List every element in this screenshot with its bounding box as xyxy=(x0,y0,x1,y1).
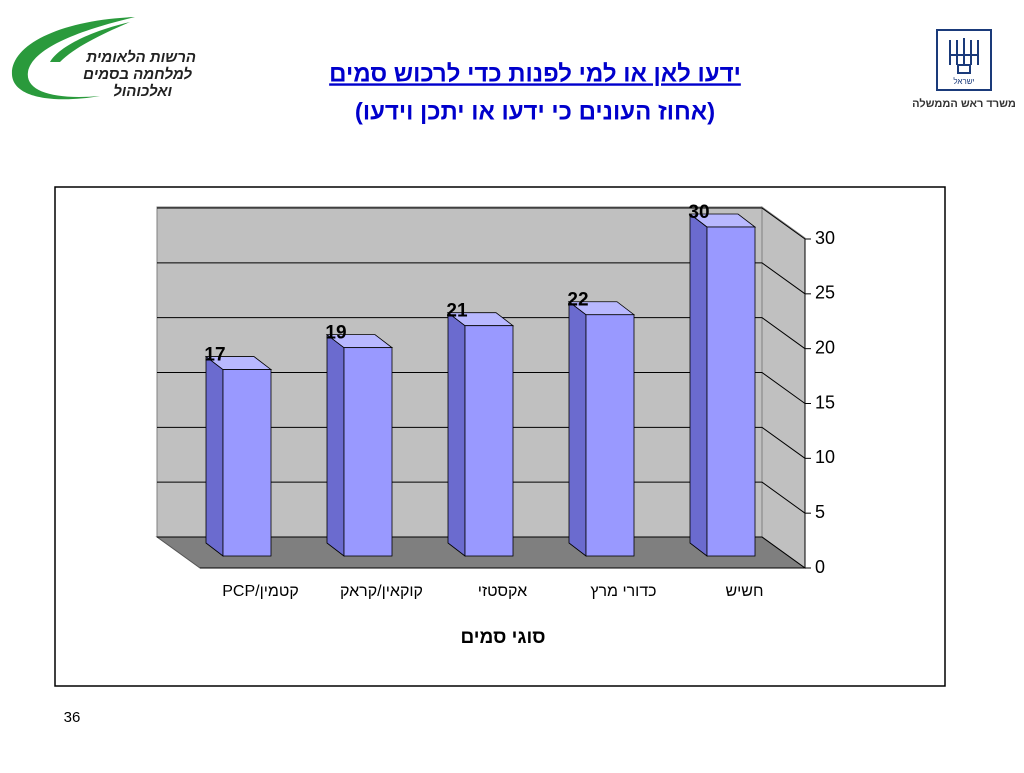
y-tick-label: 0 xyxy=(815,557,825,577)
bar xyxy=(464,325,514,557)
emblem-text: ישראל xyxy=(953,77,974,86)
bar xyxy=(343,347,393,557)
plot: 0 5 10 15 20 25 30 17 קטמין/PCP 19 קוקאין/קראק 21 אק… xyxy=(155,202,835,600)
value-label: 30 xyxy=(688,202,709,223)
y-tick-label: 25 xyxy=(815,283,835,303)
x-axis-label: סוגי סמים xyxy=(460,627,545,648)
x-tick-label: קטמין/PCP xyxy=(222,583,299,600)
bar-side xyxy=(326,333,345,557)
logo-swoosh xyxy=(11,17,135,100)
grid-line xyxy=(157,262,806,295)
value-label: 22 xyxy=(567,290,588,311)
value-label: 17 xyxy=(204,345,225,366)
grid-line xyxy=(157,317,806,350)
grid-line xyxy=(157,207,806,240)
bar xyxy=(706,226,756,557)
emblem-menorah xyxy=(949,38,979,74)
value-label: 19 xyxy=(325,323,346,344)
x-tick-label: אקסטזי xyxy=(478,583,527,600)
y-tick-label: 5 xyxy=(815,502,825,522)
y-tick-label: 20 xyxy=(815,337,835,357)
logo-text: הרשות הלאומית xyxy=(85,49,196,66)
y-tick-label: 30 xyxy=(815,228,835,248)
bar-side xyxy=(568,300,587,557)
bar xyxy=(585,314,635,557)
bar-side xyxy=(689,213,708,557)
y-tick-label: 15 xyxy=(815,392,835,412)
x-tick-label: קוקאין/קראק xyxy=(340,583,423,600)
bar-side xyxy=(447,311,466,557)
chart-title: ידעו לאן או למי לפנות כדי לרכוש סמים xyxy=(329,60,741,87)
logo-text: למלחמה בסמים xyxy=(83,66,192,83)
x-tick-label: חשיש xyxy=(725,583,763,600)
x-tick-label: כדורי מרץ xyxy=(590,583,656,600)
bar xyxy=(222,369,272,557)
value-label: 21 xyxy=(446,301,468,322)
chart-subtitle: (אחוז העונים כי ידעו או יתכן וידעו) xyxy=(355,98,715,125)
logo-text: ואלכוהול xyxy=(113,83,172,100)
page-number: 36 xyxy=(64,709,81,726)
y-tick-label: 10 xyxy=(815,447,835,467)
logo-swoosh-inner xyxy=(50,22,130,62)
bar-side xyxy=(205,355,224,557)
emblem-caption: משרד ראש הממשלה xyxy=(912,97,1016,110)
